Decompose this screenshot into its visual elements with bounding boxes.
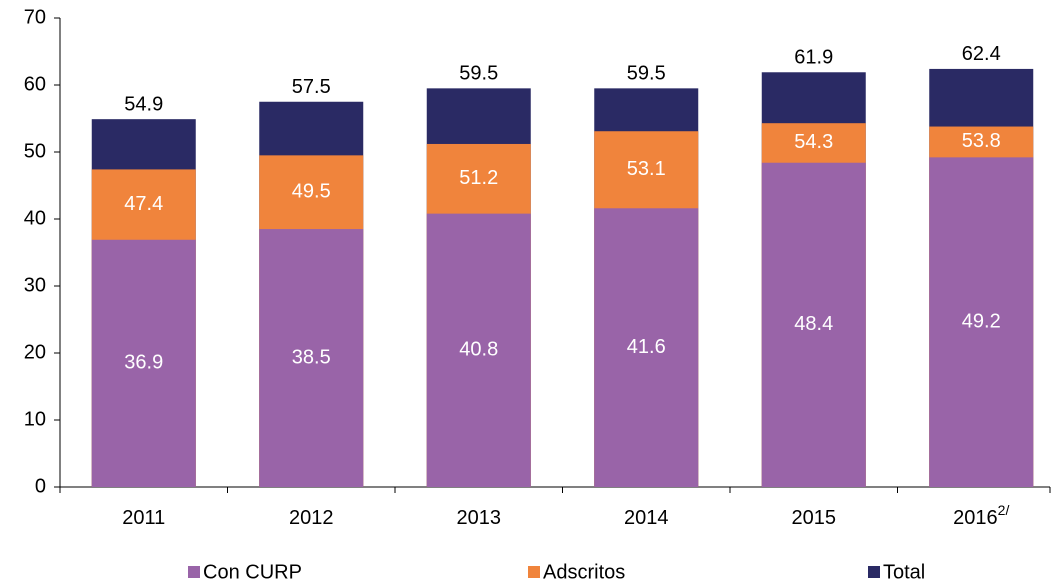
x-tick-label: 20162/ (953, 502, 1009, 530)
category: 2013 (457, 507, 502, 529)
data-label: 53.1 (627, 158, 666, 180)
bar (426, 213, 531, 487)
legend-swatch (188, 566, 200, 578)
data-label: 48.4 (794, 313, 833, 335)
legend-label: Adscritos (543, 561, 625, 583)
data-label: 51.2 (459, 167, 498, 189)
legend-label: Con CURP (203, 561, 302, 583)
category: 2016 (953, 507, 998, 529)
y-tick-label: 60 (24, 73, 46, 95)
bar (761, 162, 866, 487)
data-label: 41.6 (627, 336, 666, 358)
data-label: 54.3 (794, 131, 833, 153)
y-tick-label: 40 (24, 207, 46, 229)
data-label: 49.5 (292, 180, 331, 202)
y-tick-label: 50 (24, 140, 46, 162)
data-label: 47.4 (124, 193, 163, 215)
category: 2014 (624, 507, 669, 529)
category: 2015 (792, 507, 837, 529)
bar (594, 208, 699, 487)
data-label: 54.9 (124, 93, 163, 115)
category: 2012 (289, 507, 334, 529)
legend-swatch (528, 566, 540, 578)
data-label: 53.8 (962, 130, 1001, 152)
legend-label: Total (883, 561, 925, 583)
bar (929, 157, 1034, 488)
y-tick-label: 70 (24, 6, 46, 28)
data-label: 38.5 (292, 346, 331, 368)
y-tick-label: 10 (24, 408, 46, 430)
data-label: 49.2 (962, 310, 1001, 332)
x-tick-label: 2013 (457, 507, 502, 529)
data-label: 62.4 (962, 43, 1001, 65)
x-tick-label: 2012 (289, 507, 334, 529)
y-tick-label: 30 (24, 274, 46, 296)
x-tick-label: 2011 (122, 507, 165, 529)
data-label: 40.8 (459, 339, 498, 361)
y-tick-label: 20 (24, 341, 46, 363)
y-tick-label: 0 (35, 475, 46, 497)
data-label: 36.9 (124, 352, 163, 374)
data-label: 59.5 (459, 63, 498, 85)
legend-swatch (868, 566, 880, 578)
x-tick-label: 2014 (624, 507, 669, 529)
category: 2011 (122, 507, 165, 529)
bar (91, 239, 196, 487)
data-label: 59.5 (627, 63, 666, 85)
x-tick-label: 2015 (792, 507, 837, 529)
data-label: 57.5 (292, 76, 331, 98)
category-superscript: 2/ (998, 502, 1010, 518)
data-label: 61.9 (794, 47, 833, 69)
bar (259, 229, 364, 488)
